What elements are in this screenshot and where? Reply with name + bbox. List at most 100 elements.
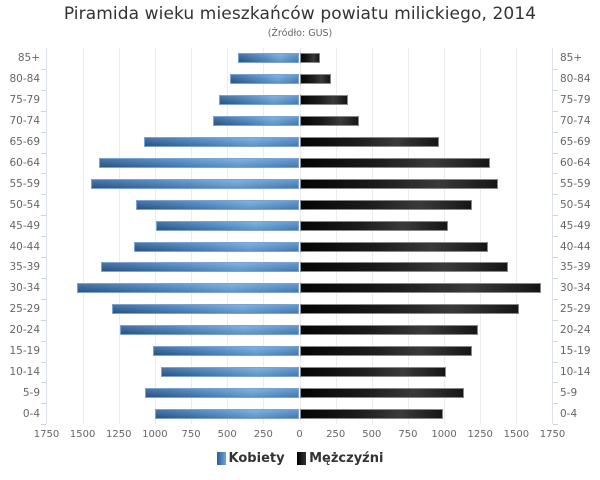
y-tick-label-left: 10-14 bbox=[9, 365, 40, 378]
bar-men-80-84[interactable] bbox=[299, 74, 331, 85]
y-tick-label-right: 55-59 bbox=[560, 177, 591, 190]
bar-women-50-54[interactable] bbox=[136, 199, 300, 210]
chart-subtitle: (Źródło: GUS) bbox=[267, 28, 333, 39]
y-tick-mark bbox=[41, 173, 46, 174]
gridline bbox=[300, 48, 301, 424]
y-tick-mark bbox=[41, 132, 46, 133]
x-tick-label: 250 bbox=[326, 429, 346, 440]
x-tick-label: 250 bbox=[253, 429, 273, 440]
y-tick-mark bbox=[41, 90, 46, 91]
bar-women-85+[interactable] bbox=[238, 53, 300, 64]
y-tick-label-left: 40-44 bbox=[9, 240, 40, 253]
bar-men-65-69[interactable] bbox=[299, 137, 439, 148]
bar-women-10-14[interactable] bbox=[161, 366, 300, 377]
bar-men-75-79[interactable] bbox=[299, 95, 348, 106]
bar-women-35-39[interactable] bbox=[101, 262, 300, 273]
y-tick-label-right: 40-44 bbox=[560, 240, 591, 253]
bar-men-40-44[interactable] bbox=[299, 241, 488, 252]
bar-women-55-59[interactable] bbox=[91, 178, 300, 189]
legend-item-women[interactable]: Kobiety bbox=[216, 451, 285, 466]
legend-label-women: Kobiety bbox=[228, 451, 285, 466]
x-tick-label: 500 bbox=[362, 429, 382, 440]
x-tick-label: 1250 bbox=[467, 429, 493, 440]
legend-swatch-women bbox=[216, 452, 226, 465]
bar-women-30-34[interactable] bbox=[77, 283, 300, 294]
y-tick-mark bbox=[553, 194, 558, 195]
bar-women-5-9[interactable] bbox=[145, 387, 300, 398]
x-tick-label: 500 bbox=[217, 429, 237, 440]
y-tick-mark bbox=[553, 215, 558, 216]
y-tick-label-left: 5-9 bbox=[22, 386, 40, 399]
bar-women-40-44[interactable] bbox=[134, 241, 300, 252]
y-tick-label-left: 85+ bbox=[17, 52, 40, 65]
y-tick-mark bbox=[553, 341, 558, 342]
y-tick-mark bbox=[41, 320, 46, 321]
bar-men-10-14[interactable] bbox=[299, 366, 446, 377]
bar-women-70-74[interactable] bbox=[213, 116, 300, 127]
y-tick-label-left: 50-54 bbox=[9, 198, 40, 211]
y-tick-mark bbox=[41, 424, 46, 425]
bar-men-5-9[interactable] bbox=[299, 387, 464, 398]
bar-women-0-4[interactable] bbox=[155, 408, 300, 419]
bar-women-65-69[interactable] bbox=[144, 137, 300, 148]
bar-women-15-19[interactable] bbox=[153, 346, 300, 357]
gridline bbox=[119, 48, 120, 424]
x-tick-label: 1750 bbox=[539, 429, 566, 440]
bar-women-45-49[interactable] bbox=[156, 220, 300, 231]
y-tick-mark bbox=[41, 299, 46, 300]
bar-men-85+[interactable] bbox=[299, 53, 320, 64]
y-tick-label-right: 20-24 bbox=[560, 324, 591, 337]
y-tick-mark bbox=[41, 362, 46, 363]
y-tick-label-right: 0-4 bbox=[560, 407, 578, 420]
bar-women-75-79[interactable] bbox=[219, 95, 300, 106]
legend-label-men: Mężczyźni bbox=[309, 451, 384, 466]
gridline bbox=[444, 48, 445, 424]
y-tick-label-left: 35-39 bbox=[9, 261, 40, 274]
bar-men-60-64[interactable] bbox=[299, 157, 490, 168]
bar-men-50-54[interactable] bbox=[299, 199, 472, 210]
y-tick-mark bbox=[553, 320, 558, 321]
y-tick-mark bbox=[553, 153, 558, 154]
bar-men-20-24[interactable] bbox=[299, 325, 478, 336]
bar-women-60-64[interactable] bbox=[99, 157, 300, 168]
y-tick-label-left: 65-69 bbox=[9, 136, 40, 149]
bar-men-25-29[interactable] bbox=[299, 304, 519, 315]
legend-swatch-men bbox=[297, 452, 307, 465]
y-tick-label-left: 0-4 bbox=[22, 407, 40, 420]
y-tick-label-right: 80-84 bbox=[560, 73, 591, 86]
legend-item-men[interactable]: Mężczyźni bbox=[297, 451, 383, 466]
bar-women-20-24[interactable] bbox=[120, 325, 300, 336]
y-tick-mark bbox=[553, 382, 558, 383]
y-tick-mark bbox=[553, 111, 558, 112]
y-tick-label-right: 30-34 bbox=[560, 282, 591, 295]
legend: Kobiety Mężczyźni bbox=[0, 451, 600, 469]
y-tick-mark bbox=[553, 173, 558, 174]
y-tick-label-left: 30-34 bbox=[9, 282, 40, 295]
right-y-axis-line bbox=[552, 48, 553, 424]
y-tick-label-right: 10-14 bbox=[560, 365, 591, 378]
y-tick-mark bbox=[553, 132, 558, 133]
bar-men-70-74[interactable] bbox=[299, 116, 359, 127]
x-tick-label: 750 bbox=[398, 429, 418, 440]
gridline bbox=[263, 48, 264, 424]
bar-women-80-84[interactable] bbox=[230, 74, 300, 85]
bar-women-25-29[interactable] bbox=[112, 304, 300, 315]
y-tick-label-right: 35-39 bbox=[560, 261, 591, 274]
y-tick-label-right: 75-79 bbox=[560, 94, 591, 107]
x-tick-label: 1250 bbox=[106, 429, 132, 440]
y-tick-mark bbox=[553, 257, 558, 258]
bar-men-30-34[interactable] bbox=[299, 283, 541, 294]
y-tick-mark bbox=[553, 403, 558, 404]
bar-men-15-19[interactable] bbox=[299, 346, 472, 357]
gridline bbox=[372, 48, 373, 424]
gridline bbox=[155, 48, 156, 424]
y-tick-label-left: 60-64 bbox=[9, 156, 40, 169]
y-tick-mark bbox=[41, 257, 46, 258]
bar-men-45-49[interactable] bbox=[299, 220, 448, 231]
gridline bbox=[516, 48, 517, 424]
y-tick-mark bbox=[41, 403, 46, 404]
bar-men-35-39[interactable] bbox=[299, 262, 508, 273]
gridline bbox=[408, 48, 409, 424]
bar-men-0-4[interactable] bbox=[299, 408, 443, 419]
bar-men-55-59[interactable] bbox=[299, 178, 498, 189]
